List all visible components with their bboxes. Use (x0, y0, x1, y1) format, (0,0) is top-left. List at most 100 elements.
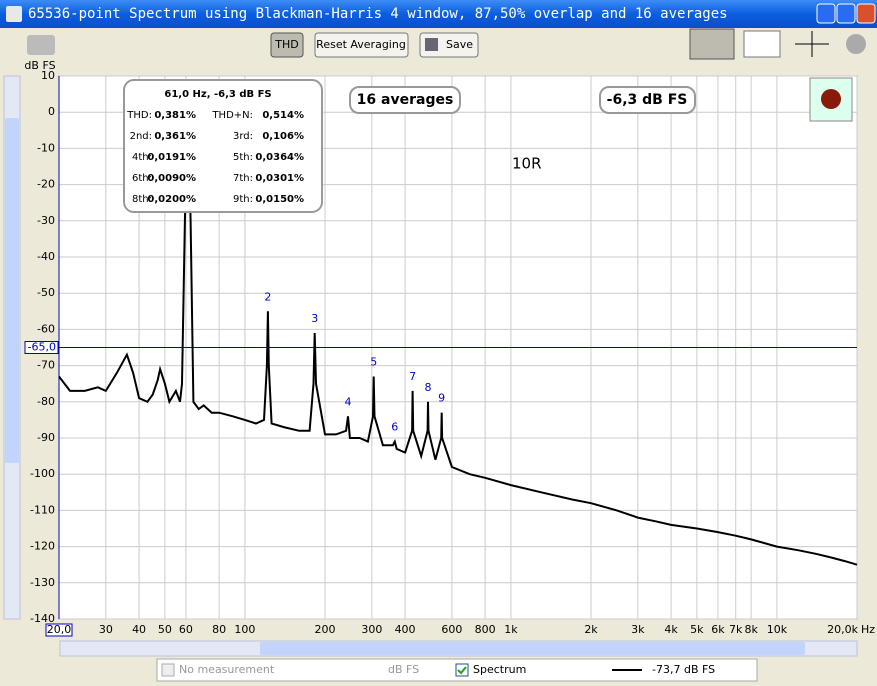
y-tick-label: -100 (30, 467, 55, 480)
save-button[interactable]: Save (419, 32, 479, 58)
x-tick-label: 6k (711, 623, 725, 636)
y-tick-label: -90 (37, 431, 55, 444)
spectrum-line (58, 134, 858, 566)
thd-label: 8th: (132, 194, 152, 205)
x-tick-label: 300 (361, 623, 382, 636)
zoom-button[interactable] (795, 31, 829, 57)
checkbox[interactable] (455, 663, 469, 677)
x-tick-label: 600 (441, 623, 462, 636)
record-button[interactable] (809, 77, 853, 122)
grid-button[interactable] (743, 30, 781, 58)
harmonic-label: 4 (344, 395, 351, 408)
thd-value: 0,0200% (147, 194, 196, 205)
marker-label: -65,0 (28, 341, 56, 354)
x-tick-label: 7k (729, 623, 743, 636)
h-scroll-thumb[interactable] (260, 642, 805, 655)
y-tick-label: -70 (37, 359, 55, 372)
x-tick-label: 50 (158, 623, 172, 636)
y-tick-label: -140 (30, 612, 55, 625)
y-tick-label: -50 (37, 286, 55, 299)
thd-label: 3rd: (233, 131, 253, 142)
y-tick-label: -40 (37, 250, 55, 263)
thd-button[interactable]: THD (270, 32, 304, 58)
x-tick-label: 5k (690, 623, 704, 636)
thd-value: 0,0090% (147, 173, 196, 184)
thd-box: 61,0 Hz, -6,3 dB FS THD: 0,381% THD+N: 0,51… (123, 79, 323, 213)
x-tick-label: 2k (584, 623, 598, 636)
reset-button[interactable]: Reset Averaging (314, 32, 409, 58)
x-tick-label: 100 (234, 623, 255, 636)
layout-button[interactable] (689, 28, 735, 60)
x-tick-label: 60 (179, 623, 193, 636)
y-tick-label: 0 (48, 105, 55, 118)
window-controls[interactable] (816, 3, 876, 24)
y-tick-label: 10 (41, 69, 55, 82)
y-tick-label: -130 (30, 576, 55, 589)
harmonic-label: 6 (391, 421, 398, 434)
y-tick-label: -80 (37, 395, 55, 408)
y-tick-label: -10 (37, 141, 55, 154)
harmonic-label: 5 (370, 355, 377, 368)
x-tick-label: 800 (475, 623, 496, 636)
v-scroll-thumb[interactable] (5, 118, 19, 463)
thd-value: 0,0364% (255, 152, 304, 163)
window-title: 65536-point Spectrum using Blackman-Harr… (28, 6, 728, 22)
x-tick-label: 1k (504, 623, 518, 636)
settings-icon[interactable] (846, 34, 866, 54)
x-axis-label: Hz (861, 623, 875, 636)
x-tick-label: 80 (212, 623, 226, 636)
thd-label: 6th: (132, 173, 152, 184)
x-tick-label: 30 (99, 623, 113, 636)
harmonic-label: 7 (409, 370, 416, 383)
badge-text: -6,3 dB FS (607, 92, 688, 108)
x-tick-label: 8k (744, 623, 758, 636)
x-tick-box (45, 623, 73, 637)
button-label: THD (274, 38, 298, 51)
legend-label: No measurement (179, 663, 275, 676)
button-label: Save (446, 38, 473, 51)
thd-label: THD: (126, 110, 152, 121)
y-tick-label: -110 (30, 503, 55, 516)
averages-badge: 16 averages (349, 86, 461, 114)
x-tick-label: 20,0 (47, 623, 72, 636)
y-tick-label: -30 (37, 214, 55, 227)
legend-unit: dB FS (388, 663, 419, 676)
x-tick-label: 10k (767, 623, 788, 636)
plot-layer: 100-10-20-30-40-50-60-70-80-90-100-110-1… (24, 69, 875, 637)
x-tick-label: 4k (664, 623, 678, 636)
check-mark (457, 666, 467, 675)
x-tick-label: 40 (132, 623, 146, 636)
harmonic-label: 2 (264, 290, 271, 303)
y-tick-label: -60 (37, 322, 55, 335)
level-badge: -6,3 dB FS (599, 86, 696, 114)
harmonic-label: 8 (425, 381, 432, 394)
legend-label: Spectrum (473, 663, 526, 676)
x-tick-label: 20,0k (827, 623, 858, 636)
x-tick-label: 400 (395, 623, 416, 636)
harmonic-label: 9 (438, 392, 445, 405)
x-tick-label: 3k (631, 623, 645, 636)
legend-value: -73,7 dB FS (652, 663, 715, 676)
x-tick-label: 200 (315, 623, 336, 636)
title-bar (0, 0, 877, 28)
marker-label-box (24, 341, 59, 354)
thd-value: 0,0191% (147, 152, 196, 163)
y-tick-label: -20 (37, 178, 55, 191)
thd-label: 9th: (233, 194, 253, 205)
thd-value: 0,514% (262, 110, 304, 121)
measurement-name: 10R (512, 155, 542, 173)
thd-label: THD+N: (211, 110, 253, 121)
thd-label: 5th: (233, 152, 253, 163)
thd-value: 0,361% (154, 131, 196, 142)
thd-label: 4th: (132, 152, 152, 163)
thd-value: 0,106% (262, 131, 304, 142)
thd-value: 0,0301% (255, 173, 304, 184)
checkbox[interactable] (161, 663, 175, 677)
camera-icon[interactable] (27, 35, 55, 55)
thd-value: 0,381% (154, 110, 196, 121)
y-tick-label: -120 (30, 540, 55, 553)
thd-value: 0,0150% (255, 194, 304, 205)
thd-label: 7th: (233, 173, 253, 184)
button-label: Reset Averaging (316, 38, 406, 51)
